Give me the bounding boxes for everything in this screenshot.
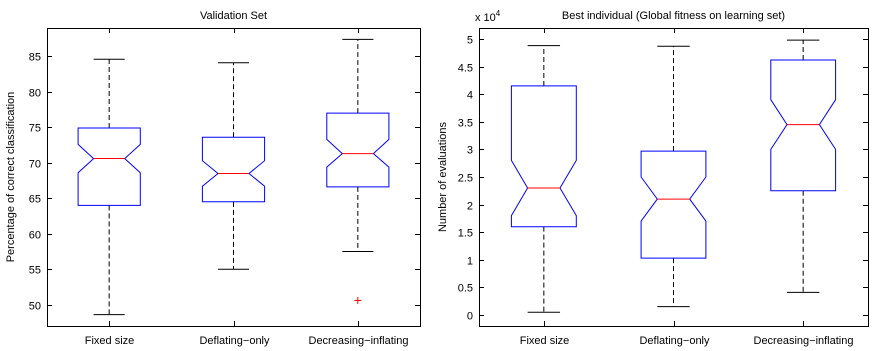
x-tick-label: Decreasing−inflating	[754, 335, 854, 347]
x-tick-label: Decreasing−inflating	[309, 335, 409, 347]
y-tick-label: 50	[29, 301, 41, 313]
y-tick-label: 0.5	[458, 283, 473, 295]
notched-box	[640, 150, 707, 259]
y-tick-label: 85	[29, 52, 41, 64]
chart-title: Best individual (Global fitness on learn…	[562, 10, 785, 22]
notched-box	[770, 59, 837, 192]
y-tick-label: 1.5	[458, 228, 473, 240]
y-tick-label: 3	[467, 145, 473, 157]
y-tick-label: 2	[467, 201, 473, 213]
axes-frame	[479, 28, 869, 327]
y-exponent-base: x 10	[475, 12, 496, 24]
y-tick-label: 3.5	[458, 118, 473, 130]
y-tick-label: 60	[29, 230, 41, 242]
y-tick-label: 55	[29, 265, 41, 277]
box-group	[640, 45, 707, 308]
notched-box	[201, 136, 266, 203]
y-tick-label: 65	[29, 194, 41, 206]
notched-box	[326, 112, 390, 188]
box-group	[770, 39, 837, 293]
y-tick-label: 0	[467, 311, 473, 323]
y-tick-label: 4.5	[458, 63, 473, 75]
x-tick-label: Fixed size	[85, 335, 135, 347]
y-tick-label: 70	[29, 159, 41, 171]
y-tick-label: 4	[467, 90, 473, 102]
x-tick-label: Fixed size	[520, 335, 570, 347]
y-tick-label: 75	[29, 123, 41, 135]
y-tick-label: 80	[29, 88, 41, 100]
x-tick-label: Deflating−only	[199, 335, 270, 347]
x-tick-label: Deflating−only	[639, 335, 710, 347]
box-group	[326, 38, 390, 304]
y-tick-label: 5	[467, 35, 473, 47]
y-tick-label: 1	[467, 256, 473, 268]
notched-box	[510, 85, 577, 228]
notched-box	[77, 127, 141, 206]
y-axis-label: Number of evaluations	[437, 121, 449, 232]
y-axis-label: Percentage of correct classification	[5, 92, 17, 263]
y-exponent-label: x 104	[475, 9, 501, 24]
y-exponent-power: 4	[496, 9, 501, 18]
y-tick-label: 2.5	[458, 173, 473, 185]
box-group	[77, 58, 141, 316]
box-group	[201, 62, 266, 270]
chart-best-individual: Best individual (Global fitness on learn…	[437, 9, 869, 347]
chart-title: Validation Set	[200, 10, 267, 22]
chart-validation: Validation Set Percentage of correct clas…	[5, 10, 421, 347]
box-group	[510, 45, 577, 313]
